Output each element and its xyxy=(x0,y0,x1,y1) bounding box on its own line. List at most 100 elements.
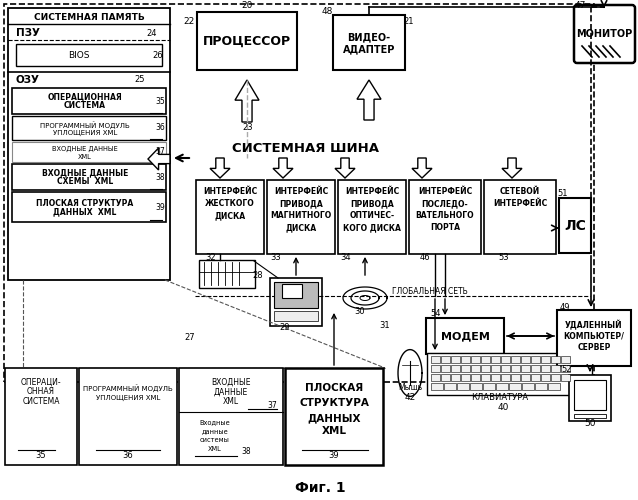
Text: 38: 38 xyxy=(155,172,165,182)
Text: ПЛОСКАЯ СТРУКТУРА: ПЛОСКАЯ СТРУКТУРА xyxy=(36,198,133,207)
Text: Мышь: Мышь xyxy=(398,384,422,392)
Text: XML: XML xyxy=(208,446,222,452)
Text: BIOS: BIOS xyxy=(68,50,90,59)
Text: ПОСЛЕДО-: ПОСЛЕДО- xyxy=(422,200,468,208)
Text: 36: 36 xyxy=(122,452,133,460)
Text: ВАТЕЛЬНОГО: ВАТЕЛЬНОГО xyxy=(416,212,474,220)
Text: 20: 20 xyxy=(241,2,253,11)
Text: ОПТИЧЕС-: ОПТИЧЕС- xyxy=(350,212,394,220)
Bar xyxy=(285,368,383,465)
Text: 23: 23 xyxy=(242,124,253,132)
Bar xyxy=(426,318,504,354)
Bar xyxy=(535,383,547,390)
Text: 42: 42 xyxy=(404,392,415,402)
Text: ДАННЫЕ: ДАННЫЕ xyxy=(214,388,248,396)
Polygon shape xyxy=(335,158,355,178)
Text: ЖЕСТКОГО: ЖЕСТКОГО xyxy=(205,200,255,208)
Polygon shape xyxy=(357,80,381,120)
Text: 30: 30 xyxy=(355,308,366,316)
Text: Входные: Входные xyxy=(200,419,230,425)
Bar xyxy=(548,383,560,390)
Bar xyxy=(541,374,550,381)
Bar xyxy=(451,365,460,372)
Text: ПЛОСКАЯ: ПЛОСКАЯ xyxy=(305,383,363,393)
Text: системы: системы xyxy=(200,437,230,443)
Bar xyxy=(12,88,166,114)
Text: XML: XML xyxy=(322,426,346,436)
Text: АДАПТЕР: АДАПТЕР xyxy=(343,44,395,54)
Bar xyxy=(270,278,322,326)
Bar xyxy=(491,365,500,372)
Bar xyxy=(559,198,591,253)
Polygon shape xyxy=(412,158,432,178)
Text: 54: 54 xyxy=(430,310,440,318)
Bar xyxy=(338,180,406,254)
Polygon shape xyxy=(210,158,230,178)
Text: 28: 28 xyxy=(253,270,263,280)
Text: 48: 48 xyxy=(322,8,332,16)
Text: 46: 46 xyxy=(420,254,431,262)
Bar xyxy=(491,356,500,363)
Bar xyxy=(471,365,480,372)
Bar xyxy=(522,383,534,390)
Bar xyxy=(431,374,440,381)
Bar xyxy=(441,356,450,363)
Text: ДИСКА: ДИСКА xyxy=(214,212,246,220)
Bar xyxy=(179,368,283,465)
Text: ГЛОБАЛЬНАЯ СЕТЬ: ГЛОБАЛЬНАЯ СЕТЬ xyxy=(392,286,468,296)
Text: ПОРТА: ПОРТА xyxy=(430,224,460,232)
Bar xyxy=(551,365,560,372)
Bar xyxy=(427,353,592,395)
Bar xyxy=(557,310,631,366)
Text: 50: 50 xyxy=(584,420,596,428)
Text: 36: 36 xyxy=(155,124,165,132)
Text: ИНТЕРФЕЙС: ИНТЕРФЕЙС xyxy=(418,188,472,196)
Bar xyxy=(511,356,520,363)
Bar xyxy=(531,356,540,363)
Text: СИСТЕМНАЯ ШИНА: СИСТЕМНАЯ ШИНА xyxy=(232,142,378,154)
Text: 53: 53 xyxy=(498,254,508,262)
Bar xyxy=(496,383,508,390)
Text: УПЛОЩЕНИЯ XML: УПЛОЩЕНИЯ XML xyxy=(96,395,160,401)
Text: СИСТЕМНАЯ ПАМЯТЬ: СИСТЕМНАЯ ПАМЯТЬ xyxy=(34,12,144,22)
Text: ДИСКА: ДИСКА xyxy=(285,224,316,232)
Bar xyxy=(531,374,540,381)
Bar xyxy=(541,356,550,363)
Text: 49: 49 xyxy=(560,302,570,312)
Bar xyxy=(574,414,606,418)
Bar xyxy=(12,164,166,190)
Text: ПРИВОДА: ПРИВОДА xyxy=(279,200,323,208)
Text: КЛАВИАТУРА: КЛАВИАТУРА xyxy=(471,394,528,402)
Bar xyxy=(4,4,594,382)
Text: 34: 34 xyxy=(340,254,351,262)
Text: 37: 37 xyxy=(155,146,165,156)
Text: ОПЕРАЦИ-: ОПЕРАЦИ- xyxy=(20,378,61,386)
Bar xyxy=(444,383,456,390)
Text: ПРИВОДА: ПРИВОДА xyxy=(350,200,394,208)
Text: ВИДЕО-: ВИДЕО- xyxy=(348,32,390,42)
Text: 33: 33 xyxy=(270,254,281,262)
FancyBboxPatch shape xyxy=(574,5,635,63)
Bar xyxy=(509,383,521,390)
Text: XML: XML xyxy=(78,154,92,160)
Text: 21: 21 xyxy=(404,16,414,26)
Bar xyxy=(431,383,443,390)
Text: 35: 35 xyxy=(155,96,165,106)
Text: МОНИТОР: МОНИТОР xyxy=(576,29,632,39)
Bar xyxy=(521,374,530,381)
Bar xyxy=(274,282,318,308)
Text: СИСТЕМА: СИСТЕМА xyxy=(22,398,60,406)
Bar xyxy=(196,180,264,254)
Bar xyxy=(431,356,440,363)
Text: 38: 38 xyxy=(241,448,251,456)
Bar xyxy=(561,374,570,381)
Bar xyxy=(12,116,166,140)
Bar xyxy=(561,356,570,363)
Text: СЕТЕВОЙ: СЕТЕВОЙ xyxy=(500,188,540,196)
Text: 39: 39 xyxy=(329,452,339,460)
Text: 27: 27 xyxy=(184,332,195,342)
Text: XML: XML xyxy=(223,398,239,406)
Bar xyxy=(541,365,550,372)
Text: ИНТЕРФЕЙС: ИНТЕРФЕЙС xyxy=(274,188,328,196)
Text: СТРУКТУРА: СТРУКТУРА xyxy=(299,398,369,408)
